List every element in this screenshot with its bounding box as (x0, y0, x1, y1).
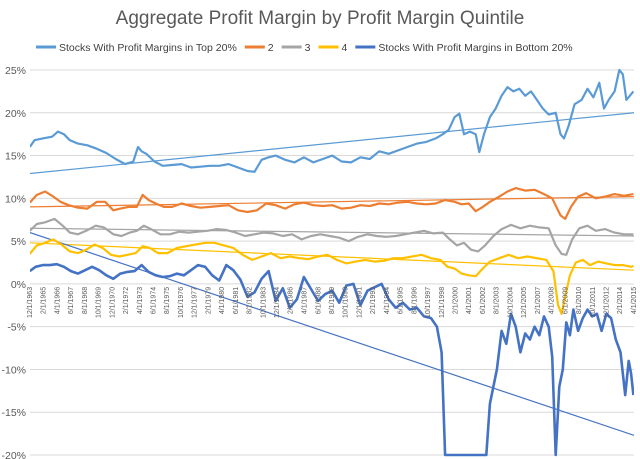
trendline (30, 196, 634, 208)
trendline (30, 227, 634, 237)
series-line-2 (30, 187, 634, 220)
y-tick-label: 5% (11, 236, 26, 248)
x-tick-label: 2/1/2014 (617, 287, 624, 314)
x-tick-label: 12/1/2005 (521, 287, 528, 318)
y-tick-label: -5% (7, 322, 26, 334)
x-tick-label: 12/1/1977 (192, 287, 199, 318)
x-tick-label: 12/1/1998 (439, 287, 446, 318)
x-tick-label: 12/1/2012 (604, 287, 611, 318)
x-tick-label: 2/1/2007 (535, 287, 542, 314)
x-tick-label: 6/1/1995 (398, 287, 405, 314)
x-tick-label: 2/1/1986 (288, 287, 295, 314)
x-tick-label: 10/1/2004 (507, 287, 514, 318)
x-tick-label: 6/1/2009 (562, 287, 569, 314)
x-tick-label: 4/1/2008 (549, 287, 556, 314)
x-tick-label: 2/1/1993 (370, 287, 377, 314)
series-line-5 (30, 262, 634, 457)
x-tick-label: 10/1/1997 (425, 287, 432, 318)
x-tick-label: 4/1/1987 (302, 287, 309, 314)
legend: Stocks With Profit Margins in Top 20% 2 3 4… (36, 42, 573, 54)
x-tick-label: 10/1/2011 (590, 287, 597, 318)
x-tick-label: 12/1/1970 (109, 287, 116, 318)
y-axis: -20% -15% -10% -5% 0% 5% 10% 15% 20% 25% (1, 65, 26, 459)
x-tick-label: 10/1/1976 (178, 287, 185, 318)
series-line-3 (30, 217, 634, 256)
y-tick-label: 20% (5, 108, 26, 120)
x-tick-label: 8/1/2010 (576, 287, 583, 314)
x-tick-label: 8/1/1996 (411, 287, 418, 314)
y-tick-label: 0% (11, 279, 26, 291)
trendline (30, 112, 634, 175)
series-lines (30, 68, 634, 457)
y-tick-label: 15% (5, 151, 26, 163)
legend-label: 4 (341, 42, 347, 54)
x-tick-label: 10/1/1990 (343, 287, 350, 318)
series-line-1 (30, 68, 634, 173)
x-tick-label: 10/1/1969 (96, 287, 103, 318)
legend-label: Stocks With Profit Margins in Bottom 20% (378, 42, 572, 54)
y-tick-label: -15% (1, 407, 26, 419)
x-tick-label: 4/1/1973 (137, 287, 144, 314)
x-tick-label: 6/1/1981 (233, 287, 240, 314)
legend-label: 2 (268, 42, 274, 54)
x-tick-label: 12/1/1984 (274, 287, 281, 318)
trendline (30, 231, 634, 436)
chart-title: Aggregate Profit Margin by Profit Margin… (116, 8, 525, 29)
x-tick-label: 4/1/1980 (219, 287, 226, 314)
x-tick-label: 8/1/1975 (164, 287, 171, 314)
x-tick-label: 6/1/1988 (315, 287, 322, 314)
x-tick-label: 2/1/1979 (205, 287, 212, 314)
x-tick-label: 2/1/1972 (123, 287, 130, 314)
legend-label: Stocks With Profit Margins in Top 20% (59, 42, 237, 54)
x-tick-label: 4/1/1966 (54, 287, 61, 314)
x-tick-label: 8/1/2003 (494, 287, 501, 314)
x-axis: 12/1/1963 2/1/1965 4/1/1966 6/1/1967 8/1/196… (27, 287, 638, 318)
x-tick-label: 2/1/1965 (41, 287, 48, 314)
x-tick-label: 8/1/1982 (247, 287, 254, 314)
y-tick-label: 25% (5, 65, 26, 77)
x-tick-label: 4/1/1994 (384, 287, 391, 314)
x-tick-label: 6/1/1967 (68, 287, 75, 314)
legend-label: 3 (305, 42, 311, 54)
series-line-4 (30, 238, 634, 315)
x-tick-label: 8/1/1968 (82, 287, 89, 314)
x-tick-label: 6/1/2002 (480, 287, 487, 314)
x-tick-label: 10/1/1983 (260, 287, 267, 318)
y-tick-label: -20% (1, 450, 26, 459)
x-tick-label: 12/1/1963 (27, 287, 34, 318)
x-tick-label: 8/1/1989 (329, 287, 336, 314)
x-tick-label: 2/1/2000 (452, 287, 459, 314)
y-tick-label: -10% (1, 364, 26, 376)
x-tick-label: 4/1/2015 (631, 287, 638, 314)
x-tick-label: 4/1/2001 (466, 287, 473, 314)
trendlines (30, 112, 634, 436)
x-tick-label: 12/1/1991 (356, 287, 363, 318)
x-tick-label: 6/1/1974 (151, 287, 158, 314)
y-tick-label: 10% (5, 193, 26, 205)
